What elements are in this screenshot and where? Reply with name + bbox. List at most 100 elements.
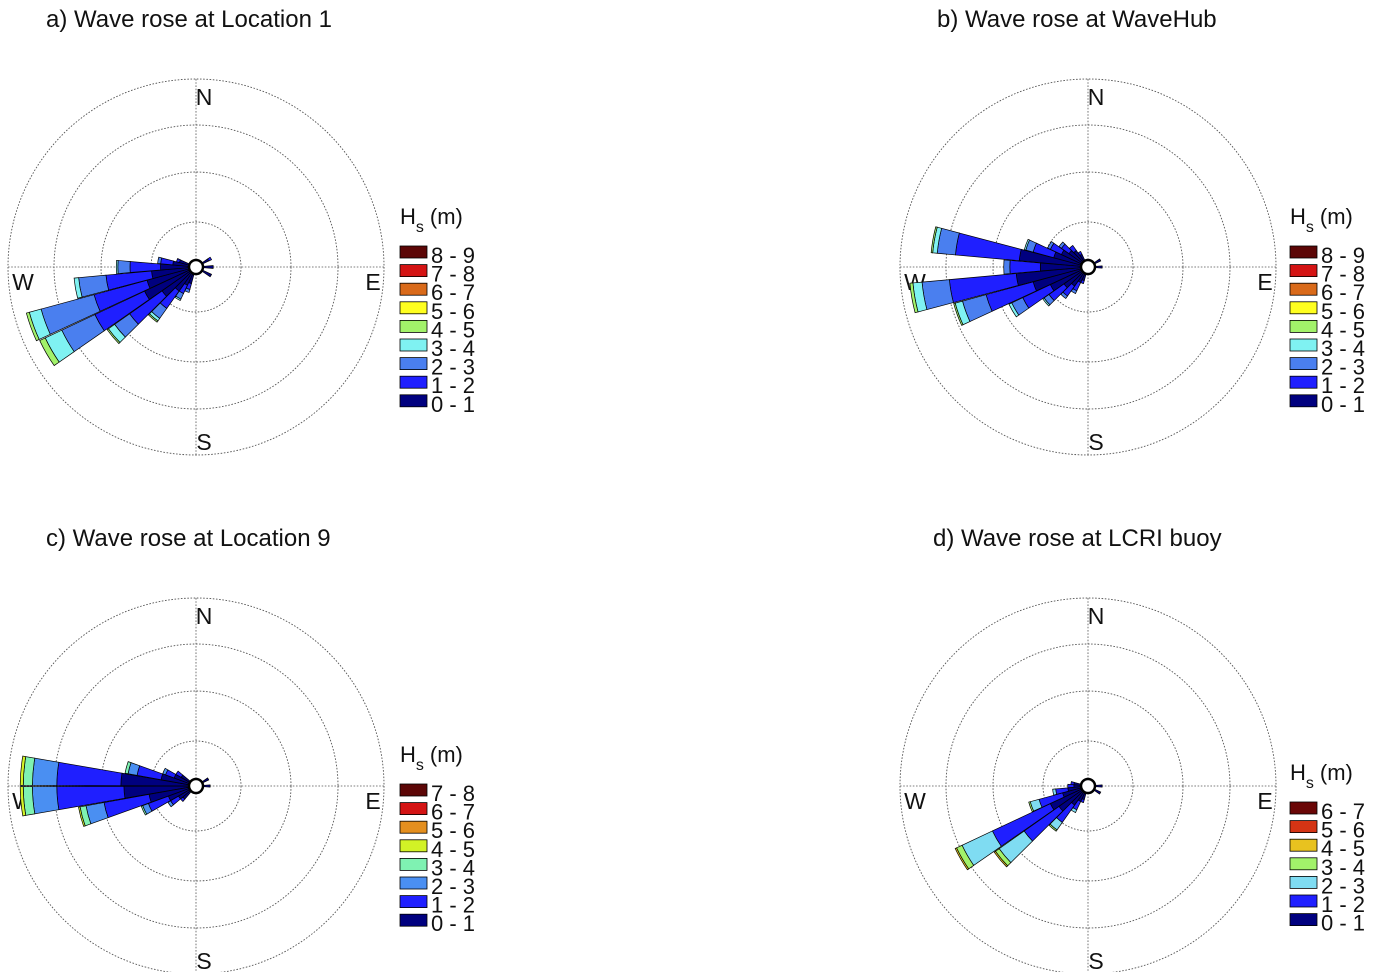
legend-label: 3 - 4 (431, 336, 475, 361)
legend-swatch (399, 357, 428, 371)
legend-label: 5 - 6 (431, 818, 475, 843)
sector-270-bin-2 (117, 260, 131, 274)
sector-245-bin-3 (140, 805, 148, 816)
legend-label: 2 - 3 (1321, 355, 1365, 380)
legend-title: Hs (m) (1290, 204, 1353, 236)
sector-250-bin-3 (1028, 801, 1035, 813)
legend-swatch (399, 802, 428, 815)
sector-270-bin-1 (1009, 260, 1041, 274)
sector-305-bin-1 (175, 770, 184, 778)
legend-swatch (399, 319, 428, 333)
legend-swatch (399, 282, 428, 296)
legend-swatch (399, 338, 428, 352)
sector-320-bin-1 (1068, 244, 1077, 254)
sector-280-bin-1 (160, 257, 174, 266)
sector-200-bin-1 (1080, 798, 1085, 804)
compass-label-n: N (196, 84, 213, 110)
legend-label: 5 - 6 (431, 299, 475, 324)
panel-c-title: c) Wave rose at Location 9 (46, 525, 331, 552)
legend-swatch (1289, 876, 1318, 889)
legend-label: 7 - 8 (1321, 262, 1365, 287)
sector-285-bin-3 (124, 761, 132, 775)
legend-swatch (1289, 838, 1318, 852)
sector-60-bin-1 (207, 256, 213, 262)
legend-swatch (1289, 894, 1318, 908)
legend-label: 4 - 5 (1321, 836, 1365, 861)
legend-label: 2 - 3 (431, 355, 475, 380)
sector-210-bin-3 (174, 295, 182, 301)
legend-title: Hs (m) (400, 742, 463, 774)
sector-275-bin-1 (56, 761, 123, 787)
legend-label: 1 - 2 (431, 893, 475, 918)
compass-label-w: W (904, 788, 926, 814)
legend-swatch (399, 394, 428, 408)
legend-swatch (1289, 375, 1318, 389)
sector-270-bin-1 (1067, 783, 1075, 789)
sector-310-bin-2 (1058, 241, 1066, 249)
legend-label: 5 - 6 (1321, 818, 1365, 843)
sector-280-bin-1 (1070, 781, 1075, 786)
sector-200-bin-1 (1080, 279, 1085, 285)
legend-swatch (399, 895, 428, 908)
sector-220-bin-2 (1060, 291, 1069, 299)
compass-label-n: N (196, 603, 213, 629)
legend-label: 6 - 7 (1321, 280, 1365, 305)
sector-290-bin-3 (1023, 238, 1030, 251)
legend-label: 1 - 2 (431, 373, 475, 398)
legend-title: Hs (m) (1290, 760, 1353, 792)
legend-swatch (399, 913, 428, 927)
sector-200-bin-2 (184, 287, 191, 293)
legend-label: 0 - 1 (1321, 911, 1365, 936)
compass-label-w: W (12, 269, 34, 295)
sector-295-bin-2 (162, 767, 169, 776)
compass-label-s: S (196, 429, 211, 455)
compass-label-e: E (1257, 269, 1272, 295)
legend-label: 6 - 7 (431, 280, 475, 305)
legend-label: 8 - 9 (1321, 243, 1365, 268)
sector-250-bin-4 (25, 311, 40, 342)
wave-rose-panel-d: N E S W Hs (m) 6 - 75 - 64 - 53 - 42 - 31 - 20… (899, 597, 1365, 972)
legend-label: 4 - 5 (1321, 317, 1365, 342)
legend-swatch (1289, 394, 1318, 408)
legend-swatch (399, 301, 428, 315)
legend-swatch (399, 876, 428, 890)
compass-label-e: E (1257, 788, 1272, 814)
legend-swatch (399, 820, 428, 834)
legend-label: 8 - 9 (431, 243, 475, 268)
sector-280-bin-2 (157, 256, 163, 265)
legend-label: 7 - 8 (431, 781, 475, 806)
sector-265-bin-4 (19, 786, 27, 817)
sector-210-bin-2 (1070, 288, 1078, 295)
sector-330-bin-1 (1077, 250, 1083, 256)
legend-label: 6 - 7 (1321, 799, 1365, 824)
sector-230-bin-3 (1042, 297, 1051, 307)
legend-swatch (1289, 245, 1318, 259)
legend-label: 6 - 7 (431, 800, 475, 825)
sector-240-bin-3 (1008, 302, 1020, 318)
sector-275-bin-2 (32, 757, 60, 786)
sector-255-bin-4 (78, 806, 86, 827)
legend-label: 4 - 5 (431, 837, 475, 862)
legend-label: 1 - 2 (1321, 892, 1365, 917)
legend-swatch (1289, 264, 1318, 278)
legend-label: 0 - 1 (431, 911, 475, 936)
rose-hub (1079, 777, 1097, 795)
sector-235-bin-2 (167, 800, 174, 808)
legend-swatch (1289, 338, 1318, 352)
legend-label: 2 - 3 (1321, 873, 1365, 898)
legend-label: 7 - 8 (431, 262, 475, 287)
sector-290-bin-1 (176, 258, 181, 263)
sector-220-bin-3 (1048, 823, 1058, 832)
panel-d-title: d) Wave rose at LCRI buoy (933, 525, 1222, 552)
legend-swatch (1289, 857, 1318, 871)
compass-label-n: N (1088, 603, 1105, 629)
sector-260-bin-2 (921, 279, 954, 310)
legend-swatch (399, 245, 428, 259)
panel-a-title: a) Wave rose at Location 1 (46, 6, 332, 33)
sector-210-bin-2 (1070, 807, 1078, 814)
legend-swatch (1289, 820, 1318, 833)
sector-280-bin-4 (930, 226, 938, 254)
